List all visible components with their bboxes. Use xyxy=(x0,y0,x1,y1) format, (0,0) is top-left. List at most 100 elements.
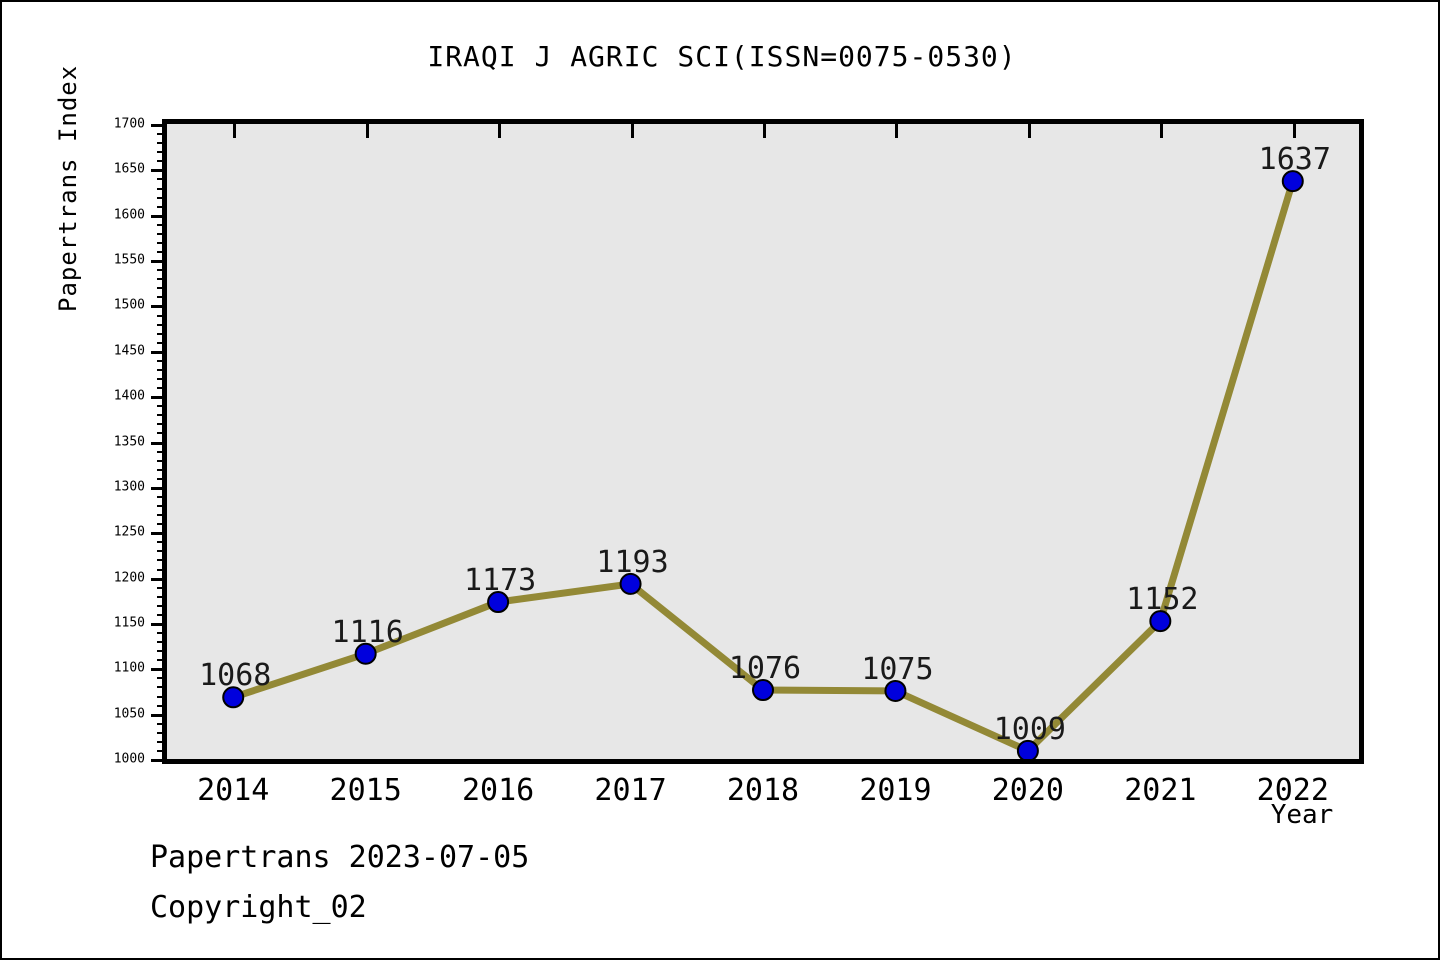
y-axis-minor-tick xyxy=(157,251,167,253)
y-axis-minor-tick xyxy=(157,359,167,362)
y-axis-minor-tick xyxy=(157,405,167,408)
y-axis-minor-tick xyxy=(157,378,167,380)
y-axis-minor-tick xyxy=(157,368,167,371)
x-axis-tick-label: 2019 xyxy=(859,773,932,808)
y-axis-minor-tick xyxy=(157,613,167,616)
y-axis-minor-tick xyxy=(157,142,167,145)
y-axis-tick xyxy=(151,214,167,218)
x-axis-tick-label: 2018 xyxy=(726,773,800,808)
y-axis-tick-label: 1350 xyxy=(113,434,145,449)
x-axis-tick xyxy=(1160,124,1164,138)
data-point-marker[interactable] xyxy=(1149,610,1172,633)
y-axis-tick-label: 1450 xyxy=(113,343,145,359)
y-axis-tick xyxy=(151,486,167,490)
y-axis-minor-tick xyxy=(157,514,167,517)
y-axis-minor-tick xyxy=(157,205,167,208)
data-point-marker[interactable] xyxy=(752,679,774,702)
plot-inner: 1000 1050 1100 1150 1200 1250 1300 1350 1400 1450… xyxy=(114,117,1359,809)
x-axis-tick-label: 2020 xyxy=(991,773,1064,808)
y-axis-tick-label: 1000 xyxy=(113,751,145,767)
x-axis-tick-label: 2017 xyxy=(594,773,667,808)
y-axis-minor-tick xyxy=(157,505,167,507)
x-axis-tick xyxy=(763,124,766,138)
x-axis-tick-label: 2022 xyxy=(1256,773,1329,808)
y-axis-tick-label: 1250 xyxy=(113,524,145,540)
x-axis-tick-label: 2016 xyxy=(461,773,535,808)
y-axis-tick-label: 1100 xyxy=(113,660,145,676)
chart-title: IRAQI J AGRIC SCI(ISSN=0075-0530) xyxy=(427,40,1017,73)
x-axis-tick-label: 2015 xyxy=(329,773,402,808)
y-axis-minor-tick xyxy=(157,287,167,290)
y-axis-minor-tick xyxy=(157,595,167,598)
y-axis-minor-tick xyxy=(157,187,167,190)
y-axis-minor-tick xyxy=(157,459,167,462)
y-axis-minor-tick xyxy=(157,550,167,553)
data-point-marker[interactable] xyxy=(1016,739,1039,759)
x-axis-tick-label: 2021 xyxy=(1124,773,1197,808)
y-axis-minor-tick xyxy=(157,604,167,607)
x-axis-tick xyxy=(895,124,899,138)
data-point-marker[interactable] xyxy=(884,679,907,702)
line-series-svg xyxy=(222,170,1304,759)
y-axis-minor-tick xyxy=(157,641,167,644)
y-axis-minor-tick xyxy=(157,586,167,589)
y-axis-minor-tick xyxy=(157,232,167,235)
x-axis-tick xyxy=(1027,124,1031,138)
y-axis-minor-tick xyxy=(157,632,167,634)
y-axis-tick xyxy=(151,305,167,309)
y-axis-minor-tick xyxy=(157,722,167,725)
y-axis-tick-label: 1150 xyxy=(113,615,145,631)
data-point-marker[interactable] xyxy=(354,642,377,665)
y-axis-minor-tick xyxy=(157,650,167,653)
x-axis-tick xyxy=(1292,124,1296,138)
y-axis-tick xyxy=(151,350,167,354)
y-axis-tick-label: 1400 xyxy=(113,388,145,404)
y-axis-tick-label: 1700 xyxy=(113,116,145,132)
y-axis-tick xyxy=(151,622,167,626)
y-axis-minor-tick xyxy=(157,568,167,571)
y-axis-minor-tick xyxy=(157,196,167,199)
y-axis-minor-tick xyxy=(157,468,167,471)
y-axis-minor-tick xyxy=(157,278,167,281)
y-axis-tick xyxy=(151,260,167,264)
data-point-marker[interactable] xyxy=(1281,170,1304,193)
y-axis-minor-tick xyxy=(157,241,167,244)
y-axis-minor-tick xyxy=(157,541,167,544)
data-point-marker[interactable] xyxy=(222,686,245,709)
y-axis-minor-tick xyxy=(157,323,167,326)
y-axis-tick xyxy=(151,441,167,445)
data-point-marker[interactable] xyxy=(619,572,642,595)
y-axis-title: Papertrans Index xyxy=(54,64,82,312)
y-axis-tick xyxy=(151,713,167,717)
y-axis-minor-tick xyxy=(157,695,167,698)
y-axis-tick xyxy=(151,124,167,127)
y-axis-minor-tick xyxy=(157,314,167,317)
y-axis-tick-label: 1650 xyxy=(113,161,145,177)
data-point-marker[interactable] xyxy=(487,591,510,614)
x-axis-tick xyxy=(233,124,237,138)
y-axis-tick-label: 1600 xyxy=(113,207,145,223)
y-axis-minor-tick xyxy=(157,559,167,562)
y-axis-tick xyxy=(151,759,167,762)
y-axis-minor-tick xyxy=(157,133,167,136)
y-axis-minor-tick xyxy=(157,423,167,426)
y-axis-minor-tick xyxy=(157,659,167,662)
y-axis-minor-tick xyxy=(157,704,167,707)
y-axis-tick xyxy=(151,668,167,672)
y-axis-minor-tick xyxy=(157,477,167,480)
y-axis-minor-tick xyxy=(157,341,167,344)
y-axis-minor-tick xyxy=(157,332,167,335)
y-axis-minor-tick xyxy=(157,160,167,163)
y-axis-tick xyxy=(151,396,167,400)
y-axis-minor-tick xyxy=(157,269,167,272)
y-axis-minor-tick xyxy=(157,296,167,299)
y-axis-tick xyxy=(151,577,167,581)
footer-copyright: Copyright_02 xyxy=(150,890,367,925)
y-axis-minor-tick xyxy=(157,677,167,680)
plot-area: 1000 1050 1100 1150 1200 1250 1300 1350 1400 1450… xyxy=(114,117,1364,809)
y-axis-minor-tick xyxy=(157,523,167,526)
footer-date: Papertrans 2023-07-05 xyxy=(150,840,530,875)
y-axis-minor-tick xyxy=(157,414,167,417)
y-axis-tick xyxy=(151,169,167,173)
